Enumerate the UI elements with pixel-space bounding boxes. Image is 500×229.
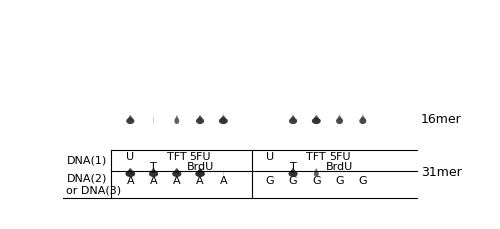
Text: A: A	[173, 176, 180, 186]
Ellipse shape	[176, 115, 178, 117]
Ellipse shape	[336, 118, 343, 124]
Ellipse shape	[338, 115, 340, 117]
Ellipse shape	[362, 115, 364, 117]
Ellipse shape	[360, 118, 366, 124]
Text: TFT: TFT	[306, 152, 326, 162]
Ellipse shape	[339, 113, 340, 115]
Ellipse shape	[219, 118, 228, 124]
Text: G: G	[312, 176, 320, 186]
Ellipse shape	[172, 171, 182, 177]
Text: T: T	[150, 162, 157, 172]
Ellipse shape	[312, 118, 321, 124]
Ellipse shape	[289, 118, 297, 124]
Text: G: G	[335, 176, 344, 186]
Text: 5FU: 5FU	[190, 152, 211, 162]
Ellipse shape	[199, 115, 201, 117]
Ellipse shape	[222, 113, 224, 115]
Ellipse shape	[174, 169, 179, 173]
Text: U: U	[266, 152, 274, 162]
Text: G: G	[266, 176, 274, 186]
Ellipse shape	[291, 117, 295, 120]
Ellipse shape	[292, 115, 294, 117]
Text: 31mer: 31mer	[421, 166, 462, 179]
Text: G: G	[289, 176, 298, 186]
Ellipse shape	[290, 169, 296, 173]
Text: TFT: TFT	[167, 152, 186, 162]
Ellipse shape	[314, 117, 318, 120]
Ellipse shape	[129, 115, 132, 117]
Ellipse shape	[314, 171, 319, 177]
Ellipse shape	[316, 113, 318, 115]
Text: BrdU: BrdU	[326, 162, 353, 172]
Ellipse shape	[315, 169, 318, 173]
Ellipse shape	[288, 171, 298, 177]
Ellipse shape	[362, 113, 364, 115]
Ellipse shape	[176, 117, 178, 120]
Text: A: A	[126, 176, 134, 186]
Text: 16mer: 16mer	[421, 113, 462, 126]
Ellipse shape	[315, 115, 318, 117]
Text: A: A	[150, 176, 158, 186]
Ellipse shape	[128, 169, 133, 173]
Text: T: T	[290, 162, 296, 172]
Text: A: A	[220, 176, 227, 186]
Text: G: G	[358, 176, 367, 186]
Ellipse shape	[151, 169, 156, 173]
Ellipse shape	[198, 168, 202, 170]
Ellipse shape	[338, 117, 342, 120]
Text: 5FU: 5FU	[329, 152, 350, 162]
Ellipse shape	[198, 117, 202, 120]
Text: BrdU: BrdU	[186, 162, 214, 172]
Ellipse shape	[152, 168, 155, 170]
Ellipse shape	[316, 168, 317, 170]
Ellipse shape	[196, 118, 204, 124]
Ellipse shape	[126, 171, 135, 177]
Ellipse shape	[174, 118, 180, 124]
Ellipse shape	[292, 168, 294, 170]
Ellipse shape	[292, 113, 294, 115]
Ellipse shape	[128, 117, 132, 120]
Ellipse shape	[198, 169, 202, 173]
Text: DNA(1): DNA(1)	[66, 156, 106, 166]
Ellipse shape	[222, 115, 224, 117]
Ellipse shape	[195, 171, 205, 177]
Text: A: A	[196, 176, 204, 186]
Ellipse shape	[149, 171, 158, 177]
Ellipse shape	[176, 168, 178, 170]
Ellipse shape	[361, 117, 364, 120]
Text: U: U	[126, 152, 134, 162]
Text: DNA(2)
or DNA(3): DNA(2) or DNA(3)	[66, 173, 122, 196]
Ellipse shape	[129, 168, 132, 170]
Ellipse shape	[126, 118, 134, 124]
Ellipse shape	[221, 117, 226, 120]
